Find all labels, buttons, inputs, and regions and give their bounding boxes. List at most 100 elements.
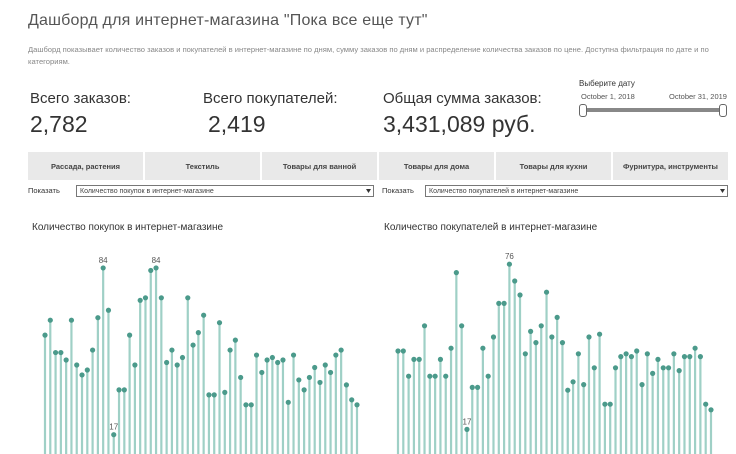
lollipop-dot	[612, 365, 619, 371]
kpi-value: 2,419	[208, 111, 266, 137]
lollipop-dot	[105, 307, 112, 313]
lollipop-dot	[660, 365, 666, 371]
lollipop-dot	[490, 334, 497, 340]
lollipop-dot	[84, 367, 90, 373]
lollipop-dot	[644, 351, 650, 357]
lollipop-dot	[554, 314, 560, 320]
lollipop-dot	[708, 407, 714, 413]
lollipop-dot	[301, 387, 307, 393]
category-button[interactable]: Товары для кухни	[494, 152, 611, 180]
lollipop-dot	[343, 382, 350, 388]
selector-value: Количество покупок в интернет-магазине	[80, 188, 214, 195]
chart-title: Количество покупателей в интернет-магази…	[384, 222, 598, 233]
category-button[interactable]: Рассада, растения	[50, 161, 121, 171]
lollipop-dot	[416, 356, 422, 362]
lollipop-dot	[665, 365, 672, 371]
lollipop-dot	[496, 300, 502, 306]
lollipop-dot	[437, 356, 444, 362]
lollipop-dot	[596, 331, 603, 337]
lollipop-dot	[333, 352, 339, 358]
selector[interactable]: Количество покупателей в интернет-магази…	[425, 185, 728, 197]
lollipop-dot	[687, 354, 693, 360]
lollipop-dot	[243, 402, 249, 408]
category-button[interactable]: Фурнитура, инструменты	[611, 152, 728, 180]
kpi-label: Всего заказов:	[30, 90, 131, 107]
slider-handle[interactable]	[719, 104, 727, 117]
lollipop-dot	[453, 270, 459, 276]
date-end: October 31, 2019	[669, 92, 727, 101]
date-slider[interactable]	[583, 108, 723, 112]
lollipop-dot	[253, 352, 260, 358]
category-button[interactable]: Текстиль	[143, 152, 260, 180]
lollipop-dot	[238, 374, 244, 381]
lollipop-dot	[655, 356, 661, 362]
kpi-value: 3,431,089 руб.	[383, 111, 536, 137]
lollipop-dot	[469, 384, 475, 390]
lollipop-dot	[618, 354, 624, 360]
lollipop-dot	[158, 295, 164, 301]
lollipop-dot	[190, 342, 196, 348]
lollipop-dot	[411, 356, 417, 362]
lollipop-dot	[306, 374, 313, 381]
lollipop-dot	[349, 397, 355, 403]
selector-label: Показать	[382, 186, 414, 195]
selector[interactable]: Количество покупок в интернет-магазине	[76, 185, 374, 197]
lollipop-dot	[327, 369, 334, 376]
lollipop-dot	[153, 265, 159, 271]
lollipop-dot	[137, 297, 143, 303]
lollipop-dot	[549, 334, 555, 340]
lollipop-dot	[628, 354, 635, 360]
lollipop-dot	[681, 354, 688, 360]
category-button[interactable]: Товары для ванной	[260, 152, 377, 180]
lollipop-dot	[464, 426, 470, 432]
date-filter-label: Выберите дату	[579, 79, 635, 88]
lollipop-dot	[206, 392, 212, 398]
lollipop-dot	[528, 328, 534, 334]
lollipop-dot	[179, 354, 186, 361]
lollipop-dot	[559, 340, 566, 346]
lollipop-dot	[185, 295, 191, 301]
lollipop-dot	[169, 347, 175, 353]
lollipop-dot	[639, 382, 645, 388]
selector-value: Количество покупателей в интернет-магази…	[429, 188, 579, 195]
lollipop-dot	[259, 369, 265, 376]
lollipop-dot	[111, 432, 117, 438]
lollipop-dot	[623, 351, 629, 357]
lollipop-dot	[121, 387, 127, 393]
lollipop-dot	[132, 362, 138, 368]
data-label: 17	[109, 423, 118, 432]
lollipop-dot	[312, 364, 318, 371]
lollipop-dot	[63, 357, 69, 363]
lollipop-dot	[602, 401, 608, 407]
kpi-value: 2,782	[30, 111, 88, 137]
lollipop-dot	[216, 320, 223, 326]
lollipop-dot	[148, 267, 154, 274]
category-button[interactable]: Товары для дома	[377, 152, 494, 180]
lollipop-dot	[565, 387, 571, 393]
lollipop-dot	[95, 315, 101, 321]
lollipop-dot	[42, 332, 48, 338]
lollipop-dot	[280, 357, 286, 363]
lollipop-dot	[222, 389, 228, 395]
lollipop-dot	[517, 292, 523, 298]
chart-title: Количество покупок в интернет-магазине	[32, 222, 224, 233]
lollipop-dot	[296, 377, 302, 383]
lollipop-dot	[575, 351, 581, 357]
slider-handle[interactable]	[579, 104, 587, 117]
lollipop-dot	[607, 401, 613, 407]
lollipop-dot	[448, 345, 454, 351]
lollipop-dot	[634, 348, 640, 354]
lollipop-dot	[538, 323, 544, 329]
lollipop-dot	[406, 373, 412, 379]
lollipop-dot	[501, 300, 507, 306]
lollipop-dot	[269, 354, 275, 361]
lollipop-dot	[285, 399, 291, 405]
lollipop-dot	[317, 379, 323, 386]
lollipop-dot	[142, 295, 149, 301]
lollipop-dot	[89, 347, 96, 353]
data-label: 84	[99, 256, 108, 265]
lollipop-dot	[650, 370, 656, 376]
page-title: Дашборд для интернет-магазина "Пока все …	[28, 12, 428, 29]
lollipop-dot	[290, 352, 297, 358]
